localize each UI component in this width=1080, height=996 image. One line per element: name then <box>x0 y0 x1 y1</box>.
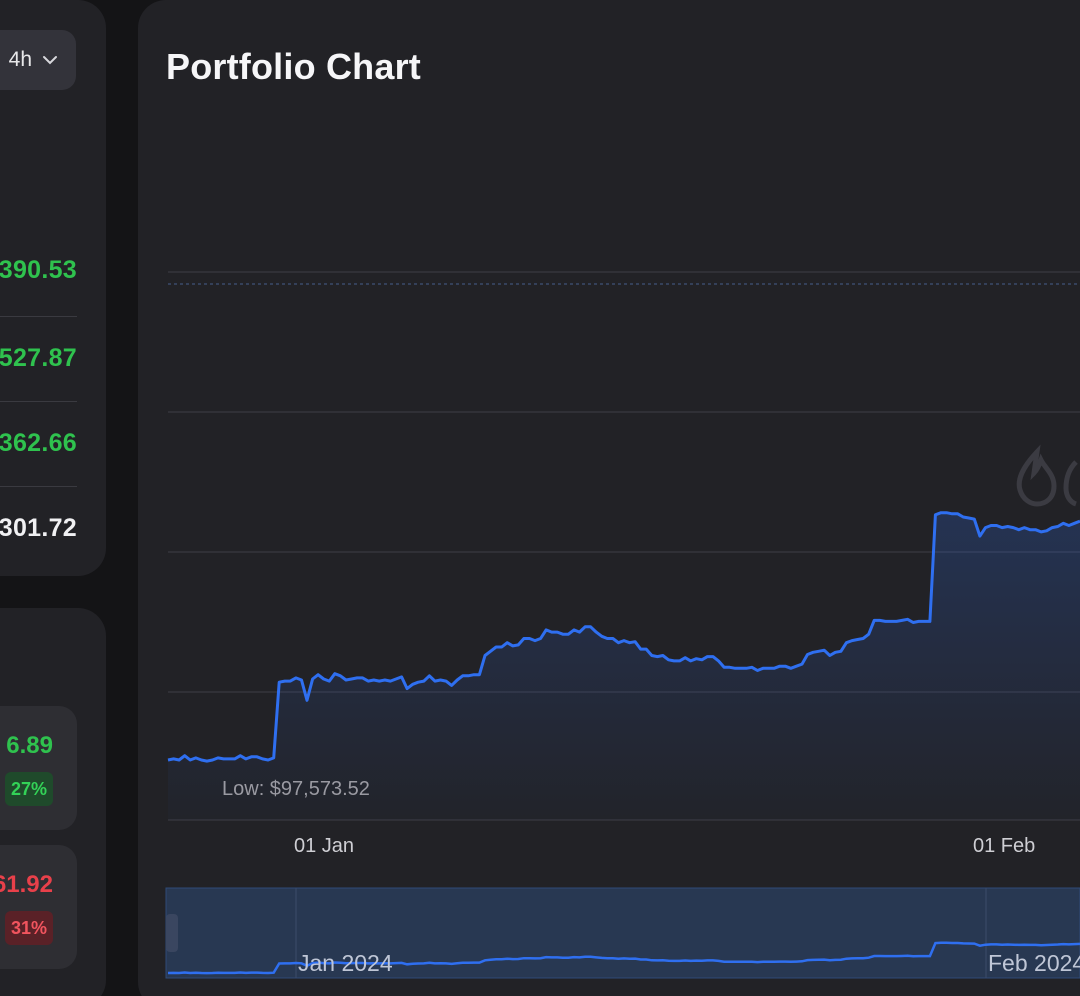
stat-value-3: 362.66 <box>0 428 77 457</box>
stat-value-1: 390.53 <box>0 255 77 284</box>
change-percent-badge: 31% <box>4 911 53 945</box>
stat-value-2: 527.87 <box>0 343 77 372</box>
change-percent-badge: 27% <box>4 772 53 806</box>
divider <box>0 486 77 487</box>
low-price-label: Low: $97,573.52 <box>222 778 370 800</box>
chart-series-line <box>167 511 1080 763</box>
navigator-handle-left[interactable] <box>166 914 178 952</box>
x-tick-label: 01 Feb <box>973 835 1035 857</box>
chevron-down-icon <box>43 56 57 65</box>
change-value: 6.89 <box>6 732 53 759</box>
x-tick-label: 01 Jan <box>294 835 354 857</box>
period-select[interactable]: 4h <box>0 30 76 90</box>
stat-value-4: 301.72 <box>0 513 77 542</box>
divider <box>0 316 77 317</box>
navigator-label: Jan 2024 <box>298 950 393 976</box>
change-tile-down[interactable]: 61.92 31% <box>0 845 77 969</box>
chart-area-fill <box>168 512 1080 820</box>
portfolio-summary-card <box>0 0 106 576</box>
change-tile-up[interactable]: 6.89 27% <box>0 706 77 830</box>
portfolio-chart-card <box>138 0 1080 996</box>
period-select-value: 4h <box>8 48 32 71</box>
divider <box>0 401 77 402</box>
flame-logo-icon <box>1016 444 1078 507</box>
change-value: 61.92 <box>0 871 53 898</box>
navigator-series-line <box>167 941 1080 975</box>
navigator-label: Feb 2024 <box>988 950 1080 976</box>
page-title: Portfolio Chart <box>166 46 421 87</box>
